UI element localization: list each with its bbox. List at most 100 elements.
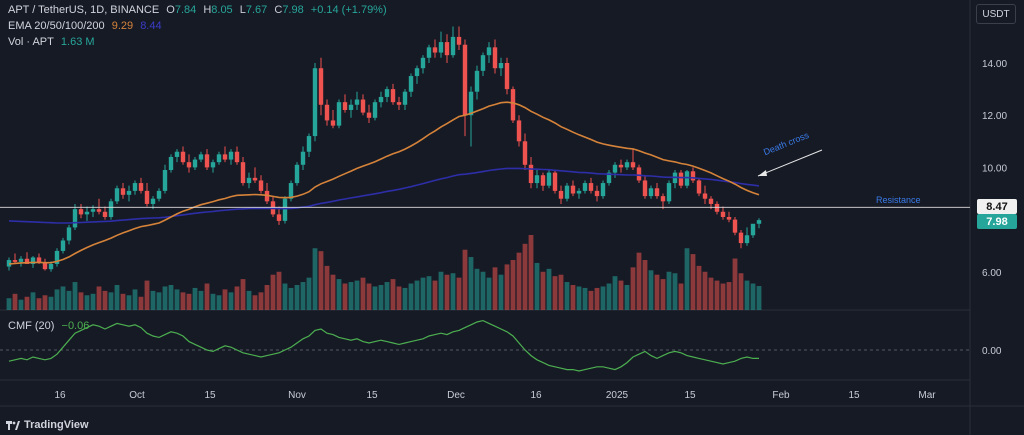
candle-body xyxy=(36,257,42,263)
candle-body xyxy=(612,164,618,173)
candle-body xyxy=(408,76,414,92)
candle-body xyxy=(240,162,246,184)
candle-body xyxy=(690,171,696,181)
candle-body xyxy=(474,70,480,92)
time-tick-label: 2025 xyxy=(606,390,629,401)
cmf-series-line xyxy=(8,319,759,372)
volume-bar xyxy=(6,298,12,310)
volume-bar xyxy=(180,292,186,310)
volume-bar xyxy=(396,286,402,310)
time-tick-label: Feb xyxy=(772,390,790,401)
volume-bar xyxy=(330,274,336,310)
volume-bar xyxy=(564,282,570,310)
volume-bar xyxy=(450,273,456,310)
volume-bar xyxy=(624,285,630,310)
ema-legend[interactable]: EMA 20/50/100/200 9.29 8.44 xyxy=(8,20,166,32)
volume-bar xyxy=(288,287,294,310)
volume-bar xyxy=(684,248,690,310)
ema-label: EMA 20/50/100/200 xyxy=(8,20,105,32)
volume-bar xyxy=(48,296,54,310)
candle-body xyxy=(624,162,630,168)
candle-body xyxy=(84,211,90,215)
candle-body xyxy=(528,164,534,184)
candle-body xyxy=(750,223,756,236)
volume-bar xyxy=(162,286,168,310)
volume-legend[interactable]: Vol · APT 1.63 M xyxy=(8,36,99,48)
volume-bar xyxy=(372,286,378,310)
volume-bar xyxy=(594,287,600,310)
candle-body xyxy=(396,102,402,105)
volume-bar xyxy=(12,293,18,310)
volume-bar xyxy=(306,277,312,310)
volume-bar xyxy=(348,282,354,310)
candle-body xyxy=(216,154,222,163)
volume-bar xyxy=(132,289,138,310)
volume-bar xyxy=(600,286,606,310)
candle-body xyxy=(150,198,156,204)
time-tick-label: 16 xyxy=(54,390,66,401)
time-tick-label: 15 xyxy=(684,390,696,401)
volume-bar xyxy=(420,277,426,310)
candle-body xyxy=(468,91,474,116)
volume-bar xyxy=(672,273,678,310)
volume-bar xyxy=(264,285,270,310)
candle-body xyxy=(96,209,102,212)
volume-bar xyxy=(534,262,540,310)
candle-body xyxy=(648,188,654,197)
time-tick-label: Nov xyxy=(288,390,306,401)
volume-bar xyxy=(558,274,564,310)
currency-button[interactable]: USDT xyxy=(976,4,1016,24)
candle-body xyxy=(66,227,72,241)
volume-bar xyxy=(540,271,546,310)
volume-bar xyxy=(354,280,360,310)
volume-bar xyxy=(54,289,60,310)
candle-body xyxy=(354,99,360,105)
candle-body xyxy=(234,151,240,163)
candle-body xyxy=(324,104,330,121)
volume-bars xyxy=(6,235,762,310)
volume-bar xyxy=(726,282,732,310)
volume-bar xyxy=(642,260,648,310)
candle-body xyxy=(384,89,390,97)
candle-body xyxy=(102,211,108,217)
volume-bar xyxy=(72,282,78,310)
candle-body xyxy=(288,183,294,199)
tradingview-logo-icon xyxy=(6,420,20,430)
tradingview-brand[interactable]: TradingView xyxy=(6,419,89,431)
volume-bar xyxy=(270,274,276,310)
candle-body xyxy=(24,258,30,264)
candle-body xyxy=(144,190,150,204)
cmf-legend[interactable]: CMF (20) −0.06 xyxy=(8,320,93,332)
candle-body xyxy=(636,167,642,181)
candle-body xyxy=(492,47,498,69)
ema-lines xyxy=(8,101,760,265)
candle-body xyxy=(78,209,84,215)
volume-bar xyxy=(126,295,132,310)
volume-bar xyxy=(216,295,222,310)
volume-bar xyxy=(654,274,660,310)
volume-bar xyxy=(582,287,588,310)
volume-bar xyxy=(570,285,576,310)
candle-body xyxy=(294,164,300,184)
volume-bar xyxy=(228,292,234,310)
volume-bar xyxy=(426,276,432,310)
volume-bar xyxy=(444,274,450,310)
candle-body xyxy=(198,154,204,160)
volume-bar xyxy=(606,283,612,310)
low-value: 7.67 xyxy=(245,4,268,16)
candle-body xyxy=(420,57,426,69)
volume-bar xyxy=(576,286,582,310)
candle-body xyxy=(372,102,378,118)
candle-body xyxy=(108,201,114,217)
candle-body xyxy=(696,180,702,194)
volume-bar xyxy=(552,276,558,310)
candle-body xyxy=(726,216,732,220)
ema-value-1: 9.29 xyxy=(111,20,134,32)
open-label: O xyxy=(166,4,175,16)
volume-bar xyxy=(36,298,42,310)
volume-bar xyxy=(186,293,192,310)
candle-body xyxy=(258,180,264,191)
volume-bar xyxy=(588,290,594,310)
volume-bar xyxy=(486,277,492,310)
